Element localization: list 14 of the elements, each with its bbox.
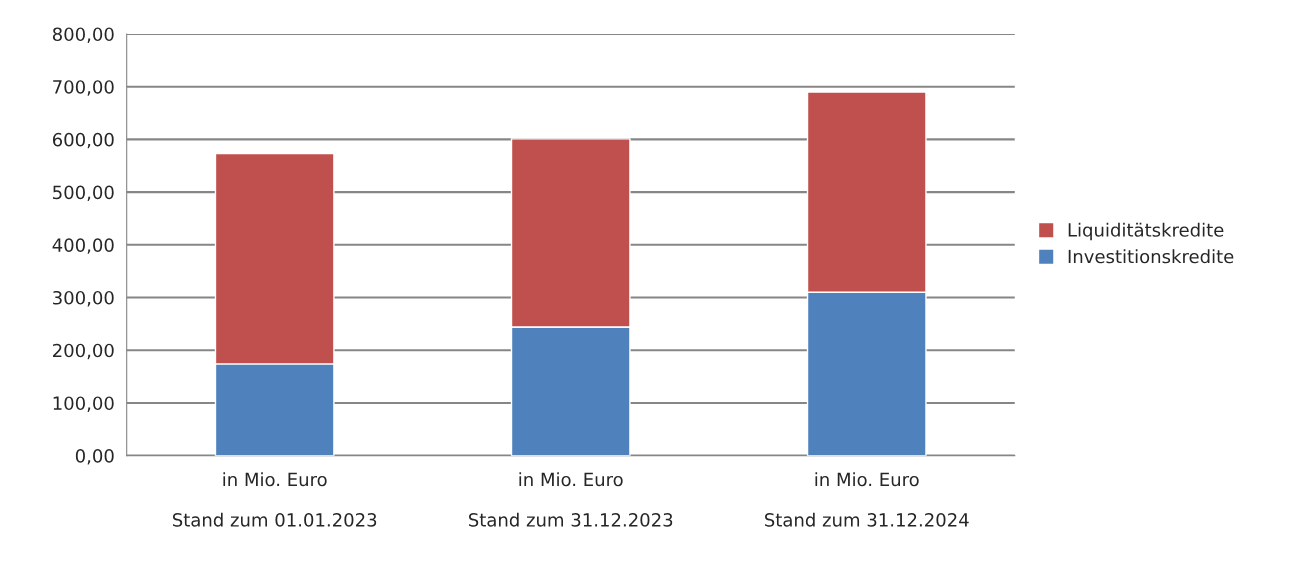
legend-label: Investitionskredite <box>1068 249 1234 264</box>
category-label: in Mio. Euro Stand zum 01.01.2023 <box>172 472 377 527</box>
y-tick-label: 100,00 <box>53 396 114 412</box>
category-label: in Mio. Euro Stand zum 31.12.2023 <box>468 472 673 527</box>
y-tick-label: 300,00 <box>53 290 114 307</box>
y-tick-label: 0,00 <box>75 449 114 465</box>
y-tick-label: 800,00 <box>52 27 114 43</box>
y-tick-label: 200,00 <box>53 343 114 360</box>
y-tick-label: 500,00 <box>53 185 114 202</box>
y-tick-label: 400,00 <box>52 238 114 254</box>
legend-label: Liquiditätskredite <box>1068 222 1224 241</box>
y-tick-label: 600,00 <box>52 132 114 149</box>
y-tick-label: 700,00 <box>53 80 114 96</box>
category-label: in Mio. Euro Stand zum 31.12.2024 <box>765 472 969 527</box>
